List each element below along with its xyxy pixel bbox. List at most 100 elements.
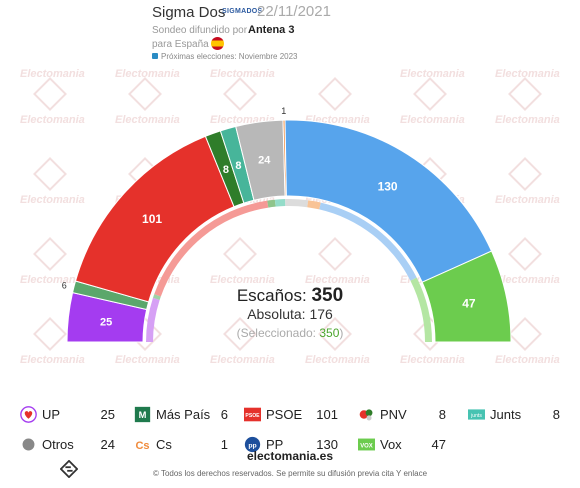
selected-value: 350: [319, 326, 340, 340]
seat-label-cs: 1: [281, 106, 286, 116]
next-elections: Próximas elecciones: Noviembre 2023: [161, 52, 298, 61]
majority-text: Absoluta: 176: [247, 306, 333, 322]
seat-segment-vox: [421, 250, 512, 343]
seat-label-otros: 24: [258, 155, 271, 167]
circle-icon: [20, 436, 37, 453]
pollster-name: Sigma Dos: [152, 4, 226, 21]
legend-party-name: UP: [42, 407, 61, 422]
total-seats: Escaños: 350: [0, 285, 580, 307]
legend-item-junts: junts Junts 8: [468, 406, 560, 424]
legend-item-psoe: PSOE PSOE 101: [244, 406, 338, 424]
legend-party-seats: 6: [220, 407, 228, 422]
pollster-logo: SIGMADOS: [222, 8, 263, 15]
watermark: Electomania: [20, 68, 85, 80]
previous-segment: [267, 199, 276, 208]
svg-text:Cs: Cs: [135, 440, 149, 452]
sponsor-name: Antena 3: [248, 24, 295, 36]
seat-label-psoe: 101: [142, 212, 162, 226]
previous-segment: [285, 199, 309, 208]
mas-pais-logo: M: [134, 406, 151, 423]
svg-text:pp: pp: [248, 442, 256, 449]
legend-party-name: Vox: [380, 437, 402, 452]
legend-party-seats: 47: [431, 437, 446, 452]
seat-label-vox: 47: [462, 296, 476, 310]
legend-party-name: Cs: [156, 437, 172, 452]
vox-logo: VOX: [358, 436, 375, 453]
watermark: Electomania: [115, 77, 180, 126]
watermark: Electomania: [210, 317, 275, 366]
watermark: Electomania: [20, 77, 85, 126]
previous-segment: [307, 200, 321, 210]
legend-item-cs: Cs Cs 1: [134, 436, 228, 454]
heart-icon: [20, 406, 37, 423]
legend-item-vox: VOX Vox 47: [358, 436, 446, 454]
legend-party-name: Más País: [156, 407, 211, 422]
sponsor-prefix: Sondeo difundido por: [152, 25, 248, 36]
seat-label-pnv: 8: [223, 164, 229, 176]
previous-segment: [319, 202, 417, 281]
seat-segment-pp: [284, 119, 493, 283]
watermark: Electomania: [210, 237, 275, 286]
pp-logo: pp: [244, 436, 261, 453]
previous-segment: [410, 277, 432, 342]
spain-flag-icon: [211, 37, 224, 50]
seat-label-pp: 130: [378, 180, 398, 194]
watermark: Electomania: [115, 317, 180, 366]
hemicycle-chart: 25 6 101 8 8 24 1 130 47: [62, 106, 512, 343]
watermark: Electomania: [20, 157, 85, 206]
psoe-logo: PSOE: [244, 406, 261, 423]
seat-label-up: 25: [100, 316, 112, 328]
previous-segment: [274, 199, 286, 207]
legend-party-name: Junts: [490, 407, 522, 422]
legend-party-name: PSOE: [266, 407, 303, 422]
watermark: Electomania: [400, 68, 465, 80]
watermark: Electomania: [495, 317, 560, 366]
junts-logo: junts: [468, 406, 485, 423]
selected-prefix: (Seleccionado:: [236, 326, 320, 340]
watermark: Electomania: [400, 317, 465, 366]
legend-party-seats: 8: [552, 407, 560, 422]
svg-text:M: M: [139, 410, 147, 420]
watermark: Electomania: [305, 237, 370, 286]
previous-segment: [146, 297, 160, 342]
legend-item-up: UP 25: [20, 406, 115, 424]
legend-party-name: Otros: [42, 437, 74, 452]
watermark: Electomania: [400, 77, 465, 126]
footer-copyright: © Todos los derechos reservados. Se perm…: [152, 469, 428, 478]
legend-item-más-país: M Más País 6: [134, 406, 228, 424]
electomania-logo-icon: [60, 460, 78, 478]
footer-brand: electomania.es: [246, 449, 334, 463]
watermark: Electomania: [115, 68, 180, 80]
watermark: Electomania: [20, 317, 85, 366]
outer-ring: [66, 119, 512, 343]
legend-item-pnv: PNV 8: [358, 406, 446, 424]
legend-party-seats: 101: [316, 407, 338, 422]
svg-text:junts: junts: [470, 413, 482, 419]
watermark: Electomania: [20, 237, 85, 286]
svg-text:PSOE: PSOE: [245, 413, 260, 419]
seats-label: Escaños:: [236, 286, 307, 305]
poll-date: 22/11/2021: [257, 3, 331, 20]
watermark: Electomania: [305, 317, 370, 366]
legend-party-seats: 130: [316, 437, 338, 452]
legend-party-seats: 25: [100, 407, 115, 422]
selected-suffix: ): [339, 326, 344, 340]
seat-labels: 25 6 101 8 8 24 1 130 47: [62, 106, 476, 328]
legend-party-seats: 24: [100, 437, 115, 452]
seats-value: 350: [311, 285, 344, 306]
watermark: Electomania: [210, 68, 275, 80]
pnv-logo: [358, 406, 375, 423]
seat-label-junts: 8: [235, 160, 241, 172]
watermark: Electomania: [495, 237, 560, 286]
legend-party-name: PP: [266, 437, 284, 452]
watermark: Electomania: [495, 77, 560, 126]
seat-label-más-país: 6: [62, 280, 67, 290]
legend-party-name: PNV: [380, 407, 407, 422]
legend-item-pp: pp PP 130: [244, 436, 338, 454]
previous-segment: [152, 294, 161, 300]
legend-party-seats: 1: [220, 437, 228, 452]
watermark: Electomania: [495, 157, 560, 206]
inner-ring: [146, 199, 432, 342]
legend-item-otros: Otros 24: [20, 436, 115, 454]
svg-text:VOX: VOX: [360, 443, 373, 449]
